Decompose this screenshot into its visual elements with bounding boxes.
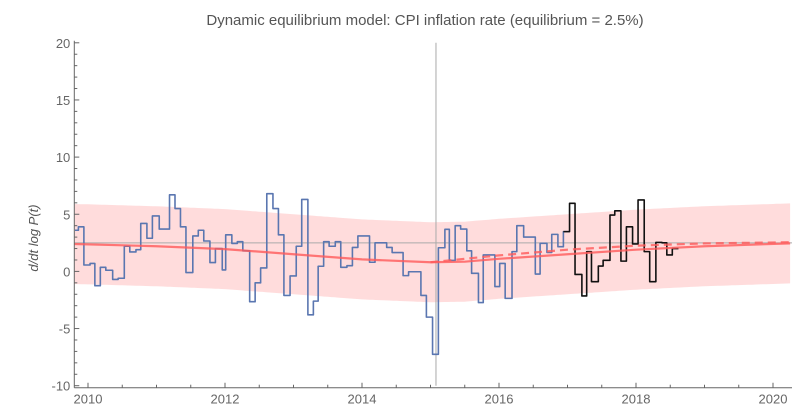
confidence-band-layer [74,203,791,303]
axes: -10 -5 0 5 10 15 20 2010 2012 2014 2016 2018 2020 [52,36,792,407]
series-layer [74,192,791,356]
model-dashed-line-3 [430,241,791,264]
confidence-band [74,203,791,303]
y-tick-label: 20 [56,36,70,51]
x-tick-label: 2010 [74,392,103,407]
x-tick-label: 2020 [759,392,788,407]
x-tick-label: 2016 [485,392,514,407]
reference-lines [74,42,792,386]
y-tick-label: -10 [52,379,71,394]
model-line-2 [74,242,791,264]
data-series-line-0 [74,192,570,356]
y-tick-label: 10 [56,150,70,165]
chart-title: Dynamic equilibrium model: CPI inflation… [206,12,643,29]
y-tick-label: -5 [59,322,71,337]
y-tick-label: 5 [63,207,70,222]
x-tick-label: 2018 [622,392,651,407]
y-tick-label: 15 [56,93,70,108]
data-series-line-1 [563,199,679,297]
x-tick-label: 2012 [211,392,240,407]
y-tick-label: 0 [63,264,70,279]
y-axis-label: d/dt log P(t) [26,204,41,271]
x-tick-label: 2014 [348,392,377,407]
